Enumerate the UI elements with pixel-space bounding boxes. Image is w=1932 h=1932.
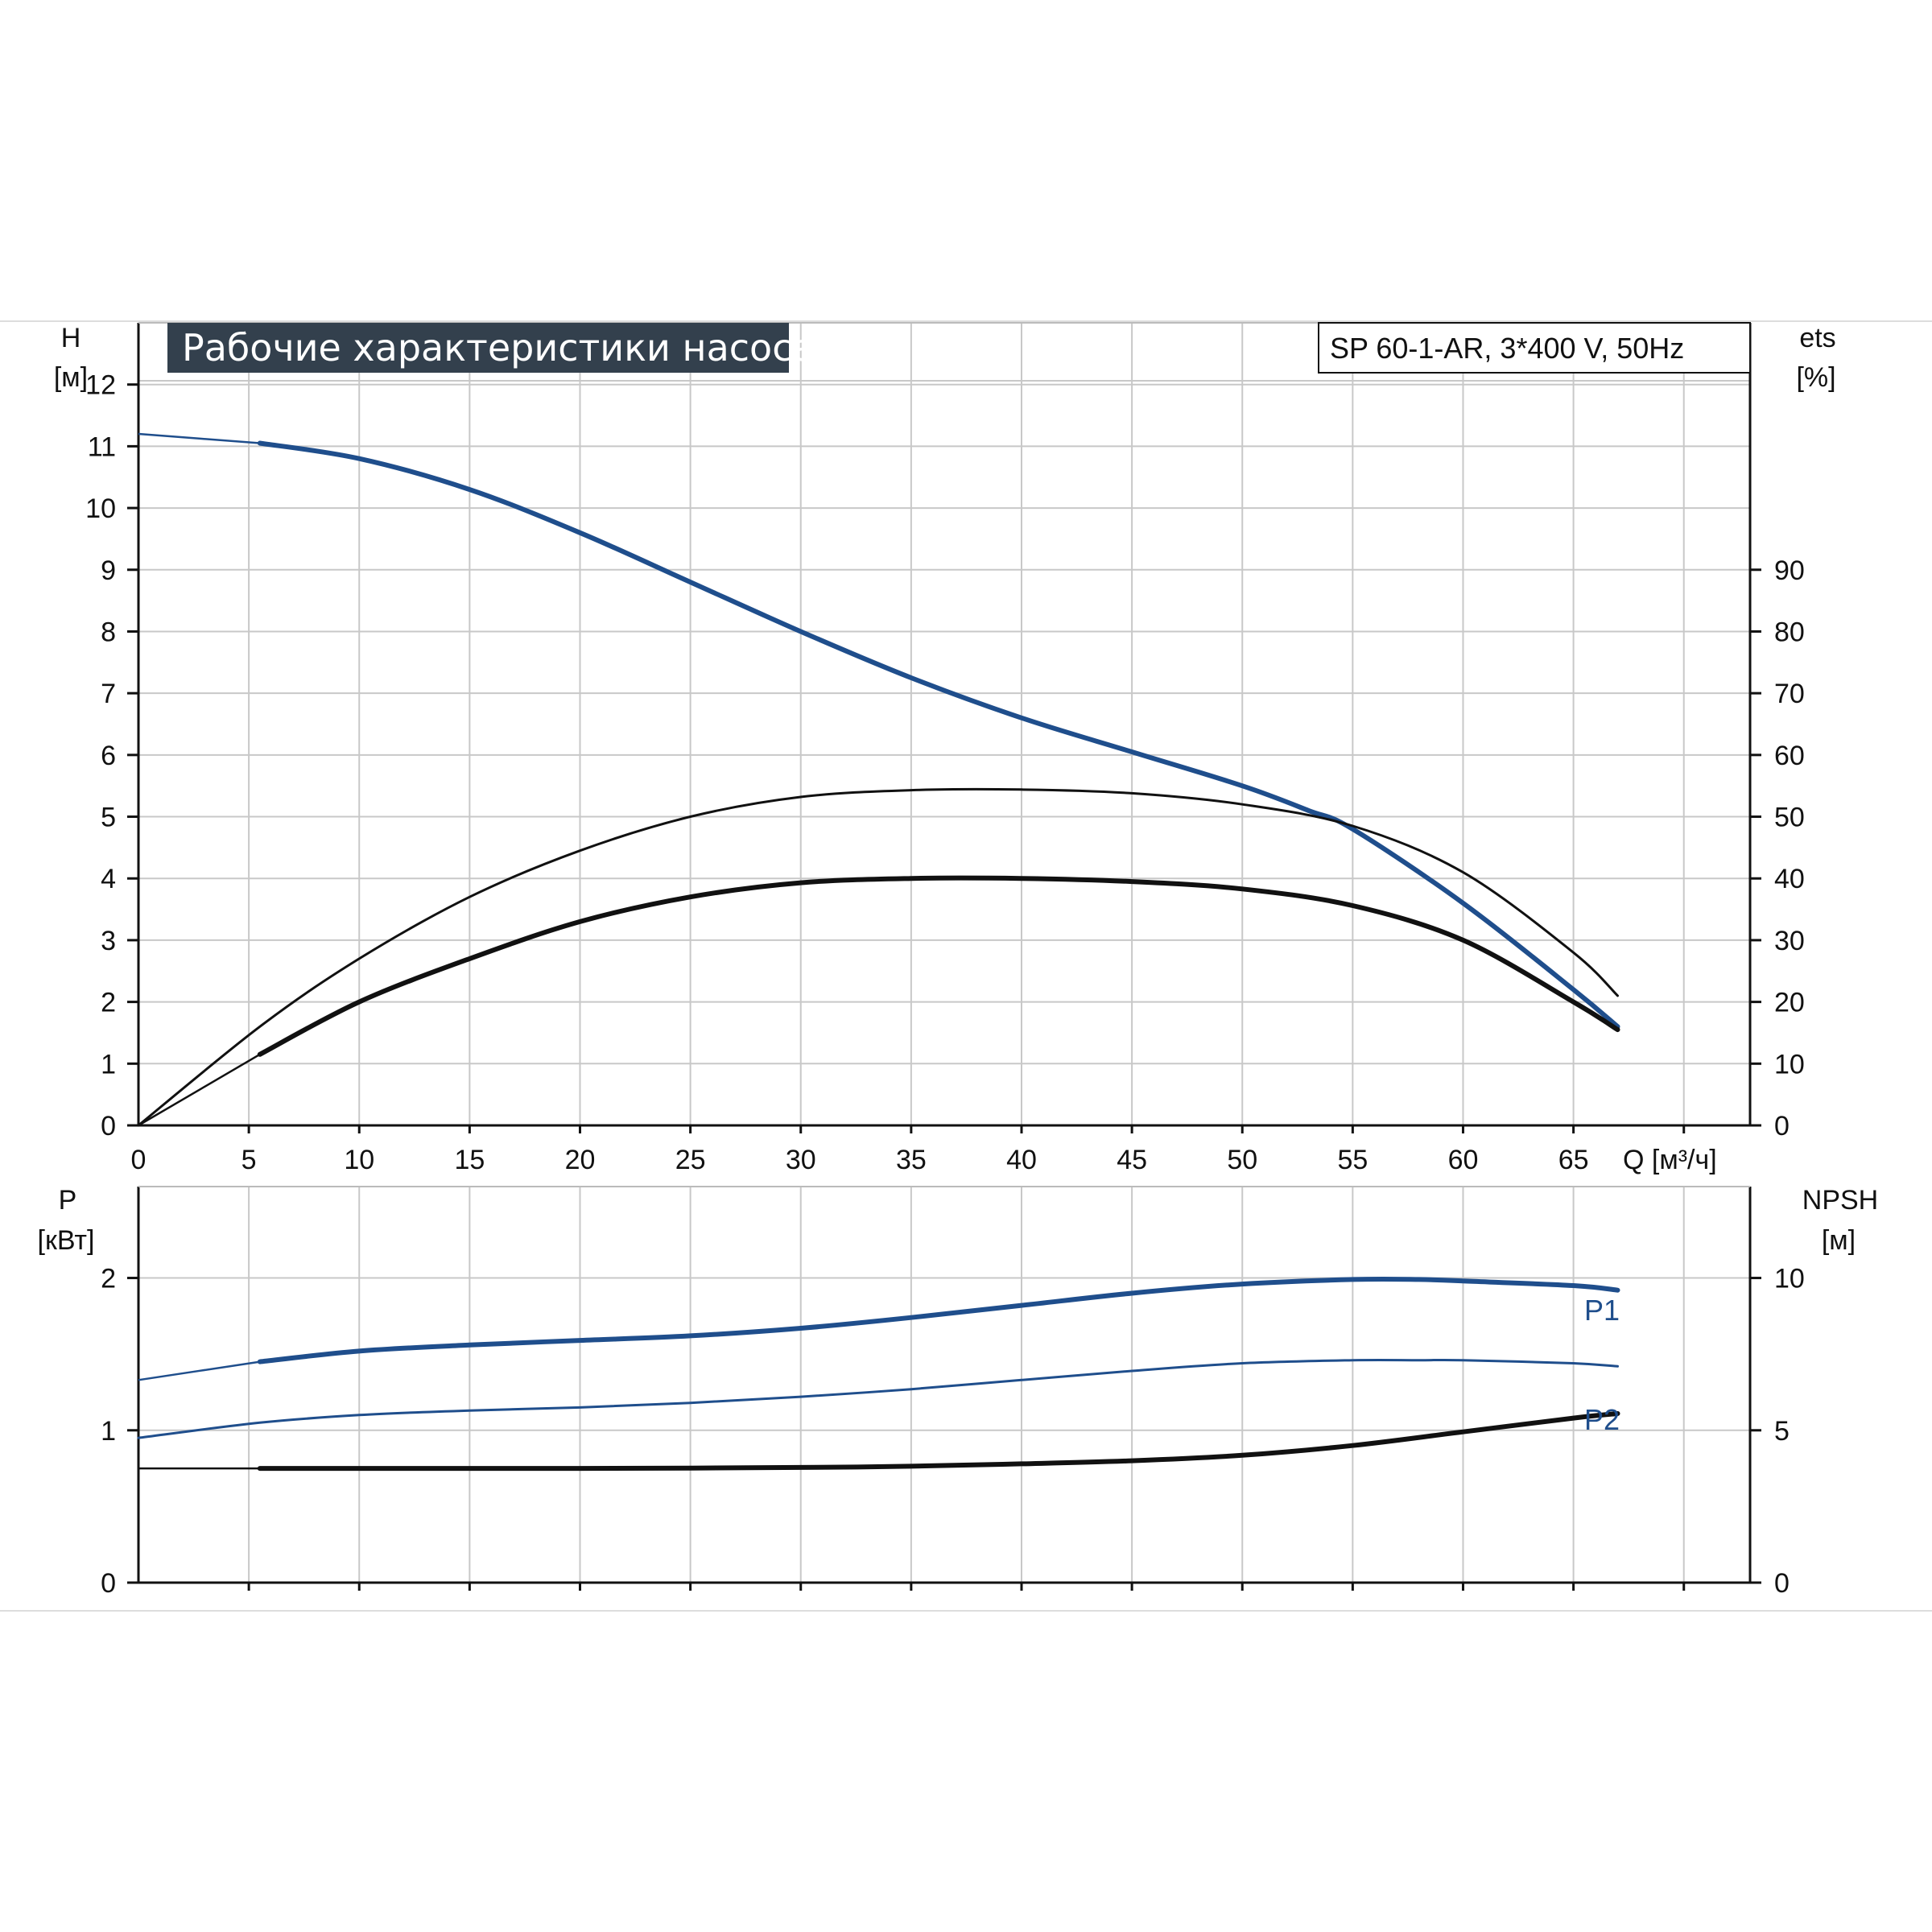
bottom-chart-ticks: 0 1 2 0 5 10 bbox=[101, 1264, 1805, 1599]
top-series-1-line bbox=[137, 787, 1619, 1127]
power-axis-unit: [кВт] bbox=[38, 1225, 95, 1256]
top-right-tick-label: 20 bbox=[1774, 988, 1805, 1018]
top-left-tick-label: 10 bbox=[85, 493, 116, 524]
top-right-tick-label: 60 bbox=[1774, 741, 1805, 771]
chart-title: Рабочие характеристики насоса bbox=[182, 326, 815, 369]
top-series-0-lead-in bbox=[138, 432, 260, 444]
top-left-tick-label: 1 bbox=[101, 1049, 116, 1080]
bottom-chart-grid bbox=[137, 1186, 1752, 1584]
bottom-series-0-line bbox=[257, 1276, 1620, 1364]
bottom-series-2-line bbox=[257, 1411, 1620, 1472]
top-left-tick-label: 3 bbox=[101, 926, 116, 956]
npsh-axis-unit: [м] bbox=[1822, 1225, 1856, 1256]
bottom-left-tick-label: 0 bbox=[101, 1568, 116, 1599]
top-right-tick-label: 80 bbox=[1774, 617, 1805, 647]
top-right-tick-label: 10 bbox=[1774, 1049, 1805, 1080]
top-right-tick-label: 0 bbox=[1774, 1111, 1790, 1141]
top-left-tick-label: 6 bbox=[101, 741, 116, 771]
bottom-right-tick-label: 5 bbox=[1774, 1416, 1790, 1447]
bottom-left-tick-label: 1 bbox=[101, 1416, 116, 1447]
top-right-tick-label: 50 bbox=[1774, 803, 1805, 833]
p1-curve-label: P1 bbox=[1584, 1294, 1620, 1327]
x-tick-label: 50 bbox=[1227, 1145, 1257, 1175]
x-tick-label: 10 bbox=[344, 1145, 374, 1175]
x-tick-label: 65 bbox=[1558, 1145, 1589, 1175]
power-axis-label: P bbox=[59, 1185, 77, 1216]
top-chart-series bbox=[137, 432, 1620, 1127]
x-tick-label: 60 bbox=[1448, 1145, 1479, 1175]
bottom-chart-series bbox=[137, 1276, 1620, 1472]
top-left-tick-label: 9 bbox=[101, 555, 116, 586]
top-left-tick-label: 5 bbox=[101, 803, 116, 833]
model-label-box bbox=[1318, 322, 1751, 374]
model-label: SP 60-1-AR, 3*400 V, 50Hz bbox=[1330, 332, 1684, 365]
top-left-tick-label: 8 bbox=[101, 617, 116, 647]
x-tick-label: 25 bbox=[675, 1145, 706, 1175]
top-series-2-line bbox=[257, 875, 1620, 1057]
top-left-tick-label: 11 bbox=[88, 431, 116, 462]
bottom-left-tick-label: 2 bbox=[101, 1264, 116, 1294]
top-chart-grid bbox=[137, 322, 1752, 1127]
top-series-2-lead-in bbox=[138, 1053, 261, 1127]
top-right-tick-label: 40 bbox=[1774, 864, 1805, 894]
x-tick-label: 20 bbox=[565, 1145, 596, 1175]
top-left-tick-label: 4 bbox=[101, 864, 116, 894]
top-left-tick-label: 2 bbox=[101, 988, 116, 1018]
efficiency-axis-unit: [%] bbox=[1796, 362, 1835, 393]
bottom-series-1-line bbox=[137, 1358, 1619, 1439]
x-tick-label: 5 bbox=[242, 1145, 257, 1175]
flow-axis-label: Q [м³/ч] bbox=[1623, 1145, 1717, 1175]
head-axis-label: H bbox=[61, 323, 81, 353]
efficiency-axis-label: ets bbox=[1799, 323, 1835, 353]
head-axis-unit: [м] bbox=[54, 362, 88, 393]
x-tick-label: 40 bbox=[1006, 1145, 1037, 1175]
x-tick-label: 30 bbox=[786, 1145, 816, 1175]
x-tick-label: 0 bbox=[131, 1145, 147, 1175]
top-right-tick-label: 30 bbox=[1774, 926, 1805, 956]
p2-curve-label: P2 bbox=[1584, 1403, 1620, 1436]
bottom-series-0-lead-in bbox=[138, 1360, 260, 1381]
x-tick-label: 35 bbox=[896, 1145, 927, 1175]
npsh-axis-label: NPSH bbox=[1802, 1185, 1878, 1216]
chart-title-box bbox=[167, 323, 789, 373]
x-tick-label: 55 bbox=[1337, 1145, 1368, 1175]
top-series-0-line bbox=[257, 440, 1620, 1030]
x-tick-label: 45 bbox=[1117, 1145, 1147, 1175]
x-tick-label: 15 bbox=[454, 1145, 485, 1175]
top-left-tick-label: 0 bbox=[101, 1111, 116, 1141]
top-right-tick-label: 90 bbox=[1774, 555, 1805, 586]
bottom-right-tick-label: 0 bbox=[1774, 1568, 1790, 1599]
bottom-right-tick-label: 10 bbox=[1774, 1264, 1805, 1294]
top-left-tick-label: 12 bbox=[85, 370, 116, 401]
top-right-tick-label: 70 bbox=[1774, 679, 1805, 709]
top-left-tick-label: 7 bbox=[101, 679, 116, 709]
